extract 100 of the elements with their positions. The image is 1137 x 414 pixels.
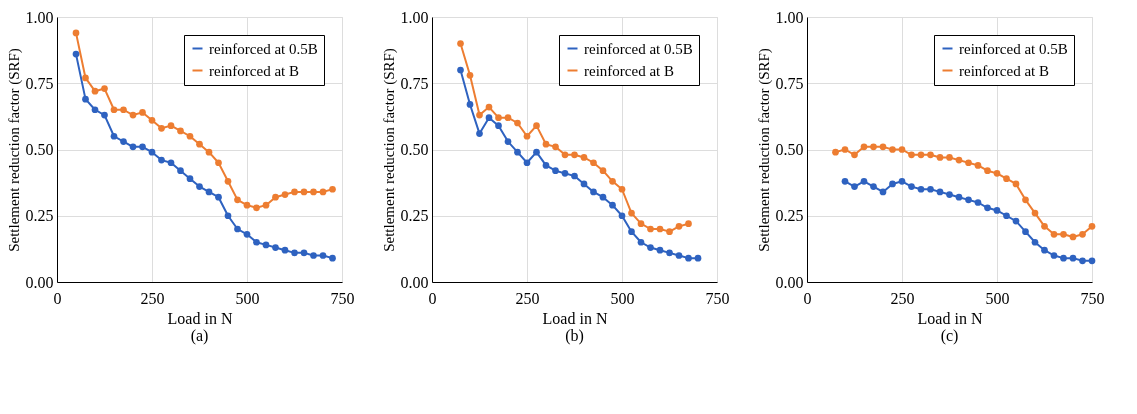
x-tick-label: 250	[890, 289, 915, 307]
point	[310, 188, 317, 196]
point	[120, 106, 127, 114]
point	[485, 103, 493, 111]
point	[1003, 175, 1010, 182]
point	[870, 183, 877, 190]
point	[936, 154, 944, 161]
legend-label: reinforced at 0.5B	[959, 40, 1068, 57]
y-tick-label: 1.00	[25, 8, 54, 26]
x-tick-label: 500	[610, 289, 635, 307]
point	[148, 117, 156, 124]
point	[148, 148, 156, 156]
y-axis-title: Settlement reduction factor (SRF)	[380, 48, 398, 252]
text: (a)	[190, 327, 209, 345]
point	[1088, 257, 1096, 265]
point	[898, 146, 906, 153]
y-tick-label: 1.00	[400, 8, 429, 26]
point	[656, 225, 664, 233]
point	[533, 148, 540, 156]
point	[291, 249, 298, 257]
point	[618, 185, 626, 193]
point	[196, 183, 203, 190]
point	[1031, 238, 1039, 246]
x-axis-title: Load in N	[167, 309, 233, 327]
x-tick-label: 500	[235, 289, 260, 307]
point	[300, 249, 308, 257]
point	[466, 71, 474, 79]
text: (c)	[940, 327, 959, 345]
point	[533, 122, 540, 129]
point	[1069, 233, 1077, 241]
point	[158, 156, 165, 164]
point	[870, 143, 877, 151]
point	[580, 154, 588, 161]
x-tick-label: 250	[515, 289, 540, 307]
point	[984, 167, 991, 175]
point	[300, 188, 308, 196]
point	[542, 162, 550, 169]
point	[167, 122, 175, 129]
point	[946, 154, 953, 161]
y-tick-label: 0.75	[400, 74, 429, 92]
point	[984, 204, 991, 212]
point	[476, 130, 483, 137]
point	[599, 193, 607, 201]
point	[234, 196, 241, 204]
point	[917, 151, 925, 159]
y-axis-title: Settlement reduction factor (SRF)	[5, 48, 23, 252]
y-tick-label: 0.25	[25, 207, 54, 225]
point	[495, 114, 502, 122]
y-tick-label: 0.50	[775, 141, 804, 158]
point	[561, 151, 569, 159]
point	[908, 151, 915, 159]
point	[552, 167, 559, 175]
point	[457, 66, 464, 74]
y-tick-label: 0.25	[400, 207, 429, 225]
point	[215, 159, 222, 167]
point	[101, 111, 108, 119]
point	[647, 244, 654, 251]
point	[514, 119, 521, 127]
point	[993, 207, 1001, 214]
point	[167, 159, 175, 167]
x-axis-title: Load in N	[542, 309, 608, 327]
point	[974, 199, 982, 206]
point	[851, 183, 858, 190]
point	[656, 246, 664, 254]
point	[1060, 230, 1067, 238]
point	[590, 159, 597, 167]
point	[243, 230, 251, 238]
point	[291, 188, 298, 196]
point	[82, 74, 89, 82]
point	[253, 204, 260, 212]
point	[1060, 254, 1067, 262]
point	[253, 238, 260, 246]
point	[637, 238, 645, 246]
point	[1031, 209, 1039, 217]
point	[599, 167, 607, 175]
point	[101, 85, 108, 92]
point	[272, 244, 279, 251]
x-tick-label: 0	[428, 289, 437, 307]
point	[158, 124, 165, 132]
legend-label: reinforced at B	[959, 62, 1049, 79]
point	[1012, 217, 1020, 225]
legend-label: reinforced at B	[584, 62, 674, 79]
point	[329, 185, 336, 193]
point	[685, 220, 692, 228]
point	[628, 209, 635, 217]
point	[571, 172, 578, 180]
point	[514, 148, 521, 156]
point	[580, 180, 588, 188]
point	[618, 212, 626, 220]
point	[955, 193, 963, 201]
point	[694, 254, 702, 262]
point	[523, 132, 531, 140]
point	[485, 114, 493, 122]
y-tick-label: 0.00	[775, 273, 804, 291]
point	[889, 180, 896, 188]
point	[965, 159, 972, 167]
point	[476, 111, 483, 119]
y-axis-title: Settlement reduction factor (SRF)	[755, 48, 773, 252]
point	[1022, 228, 1029, 235]
point	[495, 122, 502, 129]
